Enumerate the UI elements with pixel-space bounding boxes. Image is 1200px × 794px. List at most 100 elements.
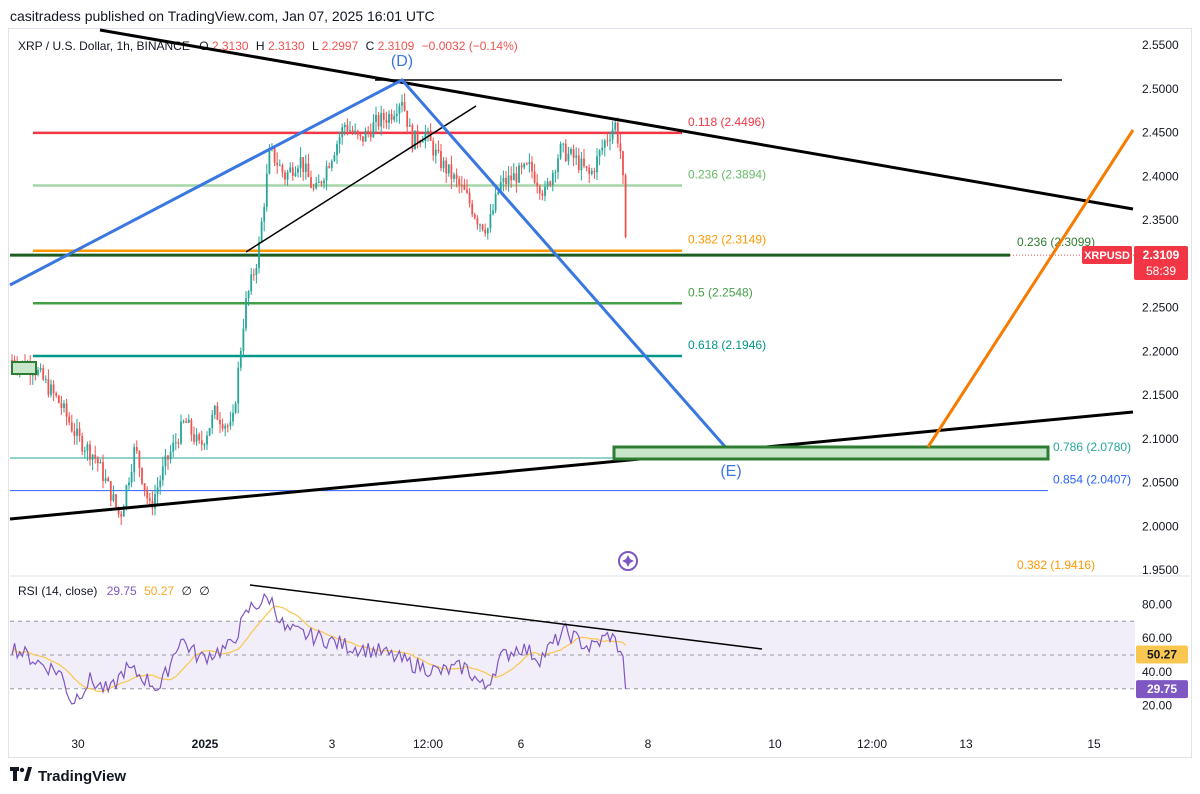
price-axis[interactable]: 2.55002.50002.45002.40002.35002.30002.25… — [1142, 38, 1179, 577]
candle-body — [489, 214, 492, 229]
candle-body — [193, 434, 195, 442]
candlestick-series — [11, 93, 627, 525]
candle-body — [42, 368, 45, 380]
candle-body — [252, 274, 255, 276]
price-tick-label: 2.2000 — [1142, 344, 1179, 358]
candle-body — [411, 125, 414, 150]
candle-body — [99, 461, 102, 464]
candle-body — [484, 229, 487, 234]
candle-body — [315, 183, 318, 189]
candle-body — [219, 419, 221, 425]
candle-body — [585, 166, 588, 168]
candle-body — [614, 122, 617, 130]
rsi-legend: RSI (14, close) 29.75 50.27 ∅ ∅ — [18, 584, 210, 598]
candle-body — [601, 147, 604, 151]
candle-body — [44, 379, 47, 381]
candle-body — [372, 122, 375, 138]
candle-body — [525, 163, 528, 165]
candle-body — [401, 102, 403, 106]
candle-body — [395, 113, 398, 117]
candle-body — [486, 228, 489, 234]
candle-body — [198, 434, 201, 441]
candle-body — [237, 367, 240, 404]
candle-body — [260, 221, 263, 242]
candle-body — [115, 494, 117, 508]
price-tick-label: 2.3500 — [1142, 213, 1179, 227]
candle-body — [343, 124, 346, 128]
candle-body — [312, 187, 315, 189]
rsi-pane[interactable]: RSI (14, close) 29.75 50.27 ∅ ∅ 80.00 60.… — [10, 575, 1190, 713]
candle-body — [96, 457, 99, 464]
candle-body — [434, 149, 437, 156]
candle-body — [460, 184, 463, 186]
candle-body — [125, 485, 128, 507]
candle-body — [593, 170, 596, 173]
candle-body — [414, 130, 416, 150]
candle-body — [89, 444, 91, 460]
candle-body — [419, 142, 422, 144]
time-tick-label: 2025 — [192, 737, 219, 751]
candle-body — [432, 140, 435, 156]
rsi-ma-badge-text: 50.27 — [1147, 648, 1177, 662]
time-tick-label: 6 — [518, 737, 525, 751]
candle-body — [185, 421, 188, 423]
candle-body — [328, 166, 331, 168]
candle-body — [164, 455, 167, 467]
candle-body — [570, 149, 572, 154]
candle-body — [317, 181, 320, 184]
candle-body — [112, 494, 115, 501]
candle-body — [37, 369, 39, 375]
rsi-tick-label: 80.00 — [1142, 597, 1172, 611]
candle-body — [354, 130, 357, 133]
candle-body — [549, 181, 552, 186]
candle-body — [393, 116, 396, 120]
drawings: (D) (E) — [9, 28, 1135, 571]
candle-body — [273, 146, 276, 163]
candle-body — [559, 143, 562, 159]
fib-retracement: 0.118 (2.4496) 0.236 (2.3894) 0.382 (2.314… — [10, 115, 1135, 572]
candle-body — [564, 143, 567, 161]
rsi-value: 29.75 — [107, 584, 137, 598]
price-tick-label: 2.4500 — [1142, 126, 1179, 140]
candle-body — [562, 143, 565, 145]
candle-body — [450, 164, 453, 179]
chart-area[interactable] — [8, 28, 1192, 758]
footer-brand: TradingView — [38, 767, 127, 785]
rsi-extra2: ∅ — [199, 584, 209, 598]
candle-body — [299, 157, 302, 169]
candle-body — [440, 151, 442, 169]
candle-body — [403, 102, 406, 111]
price-tick-label: 1.9500 — [1142, 563, 1179, 577]
candle-body — [577, 155, 580, 171]
candle-body — [294, 172, 297, 176]
candle-body — [359, 134, 362, 137]
candle-body — [341, 127, 344, 138]
candle-body — [224, 425, 227, 429]
candle-body — [213, 405, 216, 415]
rsi-value-badge — [1136, 680, 1188, 699]
rsi-tick-label: 60.00 — [1142, 631, 1172, 645]
candle-body — [518, 165, 520, 183]
time-axis[interactable]: 30 2025 3 12:00 6 8 10 12:00 13 15 — [71, 737, 1101, 751]
candle-body — [203, 444, 206, 446]
target-star-icon — [622, 555, 634, 567]
candle-body — [141, 467, 143, 484]
price-tick-label: 2.5500 — [1142, 38, 1179, 52]
candle-body — [102, 461, 104, 481]
candle-body — [229, 421, 232, 426]
candle-body — [424, 132, 427, 142]
candle-body — [50, 384, 52, 395]
candle-body — [367, 130, 370, 132]
candle-body — [138, 451, 141, 468]
candle-body — [523, 163, 526, 168]
candle-body — [421, 141, 424, 143]
svg-text:XRP / U.S. Dollar, 1h, BINANCE: XRP / U.S. Dollar, 1h, BINANCE O 2.3130 … — [18, 39, 518, 53]
candle-body — [349, 130, 351, 132]
candle-body — [250, 274, 253, 292]
candle-body — [567, 153, 570, 161]
candle-body — [245, 298, 247, 329]
candle-body — [239, 350, 242, 368]
candle-body — [575, 155, 578, 158]
candle-body — [616, 122, 619, 144]
